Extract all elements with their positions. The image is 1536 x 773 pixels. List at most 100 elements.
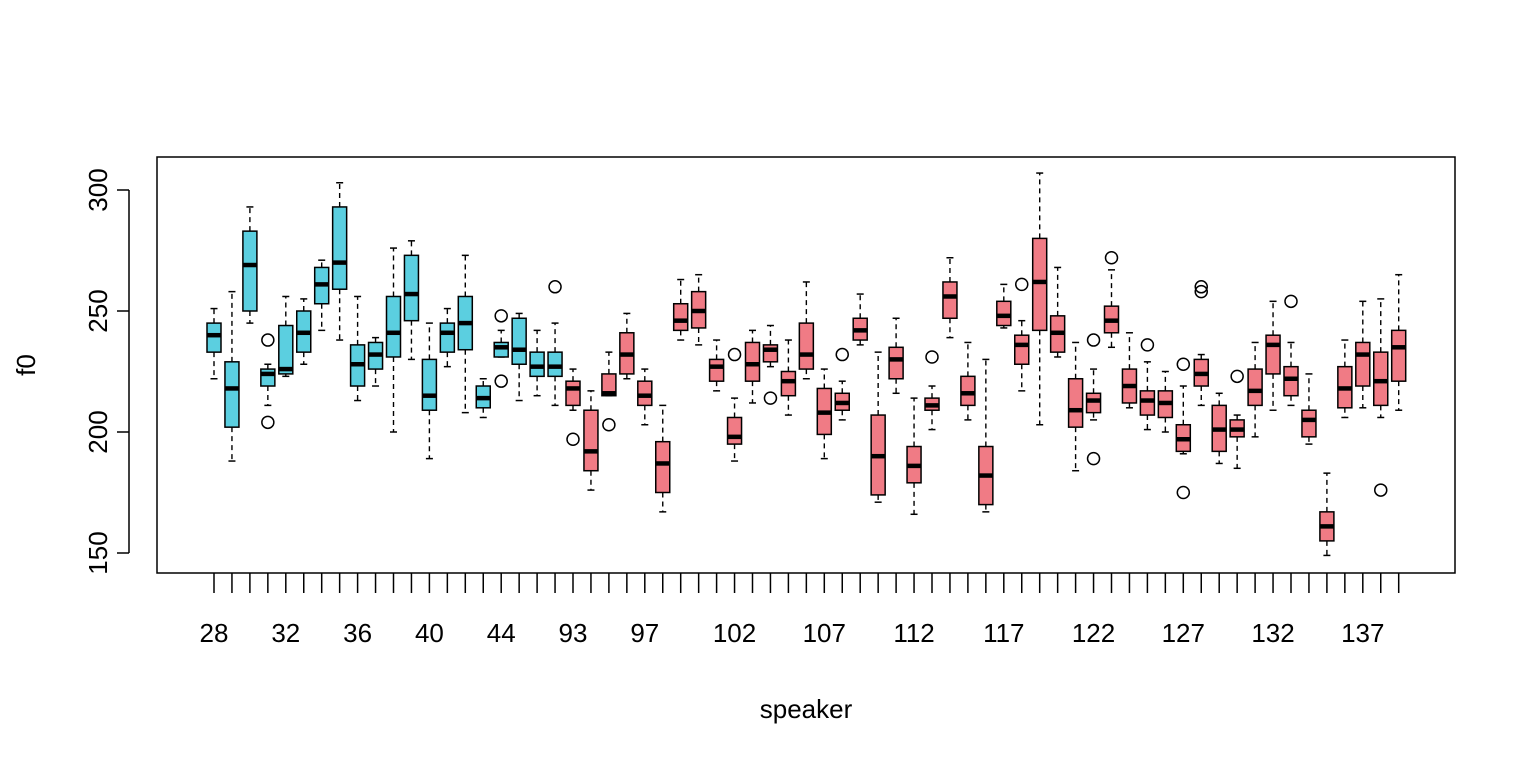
box-speaker-127 [1175, 357, 1192, 500]
box-speaker-138 [1373, 298, 1389, 497]
outlier-point [1194, 280, 1208, 294]
outlier-point [1176, 357, 1191, 371]
box-speaker-123 [1103, 251, 1120, 349]
box-speaker-137 [1355, 300, 1371, 409]
box-speaker-34 [313, 259, 330, 332]
box-speaker-116 [978, 358, 994, 513]
box-speaker-43 [475, 378, 491, 419]
outlier-point [763, 391, 778, 405]
y-tick-label: 250 [83, 289, 113, 332]
box-iqr [655, 440, 671, 494]
x-tick-label: 102 [713, 618, 756, 648]
box-iqr [529, 351, 545, 378]
box-speaker-100 [690, 273, 707, 346]
box-speaker-42 [457, 254, 474, 414]
box-speaker-130 [1229, 369, 1245, 470]
box-speaker-28 [206, 307, 222, 380]
box-iqr [1247, 368, 1263, 407]
outlier-point [548, 280, 562, 294]
box-speaker-124 [1121, 332, 1138, 409]
x-tick-label: 32 [271, 618, 300, 648]
box-iqr [278, 324, 294, 375]
outlier-point [1015, 277, 1029, 292]
box-iqr [996, 300, 1012, 327]
box-speaker-112 [906, 397, 922, 516]
box-speaker-106 [798, 281, 815, 380]
box-iqr [726, 416, 743, 445]
outlier-point [1140, 338, 1155, 352]
box-iqr [960, 375, 976, 407]
box-speaker-95 [601, 351, 617, 432]
x-axis: 28 32 36 40 44 93 97 102 107 112 117 122 127 132 137 [200, 573, 1400, 648]
box-speaker-101 [708, 339, 725, 392]
box-iqr [565, 380, 581, 407]
box-iqr [206, 322, 222, 353]
box-iqr [1390, 329, 1407, 382]
box-iqr [1139, 390, 1156, 416]
box-speaker-93 [565, 368, 581, 447]
y-tick-label: 200 [83, 410, 113, 453]
box-speaker-135 [1319, 472, 1335, 557]
box-speaker-120 [1049, 266, 1066, 358]
box-speaker-122 [1085, 333, 1102, 466]
box-speaker-132 [1265, 300, 1281, 411]
box-iqr [511, 317, 527, 365]
box-speaker-97 [637, 368, 653, 426]
box-speaker-94 [583, 390, 599, 491]
box-iqr [421, 358, 438, 411]
box-speaker-110 [870, 351, 886, 503]
outlier-point [1374, 483, 1388, 497]
box-iqr [1355, 341, 1371, 387]
box-iqr [439, 322, 456, 353]
box-iqr [385, 295, 402, 358]
x-tick-label: 36 [343, 618, 372, 648]
x-tick-label: 117 [983, 618, 1024, 648]
outlier-point [1104, 251, 1119, 265]
box-iqr [242, 230, 258, 312]
box-speaker-111 [888, 317, 904, 395]
box-speaker-96 [619, 312, 635, 380]
box-speaker-36 [349, 295, 366, 402]
box-iqr [942, 281, 958, 320]
box-speaker-136 [1337, 339, 1353, 419]
box-iqr [1031, 237, 1048, 332]
outlier-point [1230, 369, 1244, 384]
box-speaker-46 [529, 329, 545, 397]
box-iqr [1014, 334, 1030, 365]
y-axis-label: f0 [11, 354, 41, 376]
box-iqr [601, 373, 617, 397]
box-iqr [1067, 378, 1084, 428]
box-iqr [744, 341, 761, 382]
outlier-point [727, 347, 742, 362]
y-tick-label: 150 [83, 531, 113, 574]
box-speaker-102 [726, 347, 743, 462]
outlier-point [602, 417, 616, 432]
outlier-point [494, 309, 508, 323]
box-speaker-99 [672, 278, 689, 341]
outlier-point [1284, 294, 1298, 309]
box-speaker-119 [1031, 172, 1048, 426]
boxes-group [206, 172, 1407, 557]
box-iqr [762, 344, 779, 363]
box-speaker-131 [1247, 341, 1263, 438]
outlier-point [1086, 451, 1101, 466]
box-iqr [1265, 334, 1281, 375]
outlier-point [261, 333, 275, 347]
outlier-point [835, 347, 849, 362]
x-tick-label: 93 [559, 618, 588, 648]
box-speaker-45 [511, 312, 527, 402]
y-axis: 150 200 250 300 [83, 168, 130, 575]
box-iqr [583, 409, 599, 472]
box-iqr [708, 358, 725, 382]
x-tick-label: 112 [893, 618, 934, 648]
outlier-point [1176, 485, 1191, 500]
box-iqr [403, 254, 420, 322]
box-speaker-32 [278, 295, 294, 378]
outlier-point [1194, 284, 1208, 299]
box-speaker-38 [385, 247, 402, 433]
box-speaker-118 [1014, 277, 1030, 392]
box-speaker-41 [439, 307, 456, 368]
outlier-point [261, 415, 275, 430]
box-iqr [780, 370, 797, 397]
x-tick-label: 97 [630, 618, 659, 648]
